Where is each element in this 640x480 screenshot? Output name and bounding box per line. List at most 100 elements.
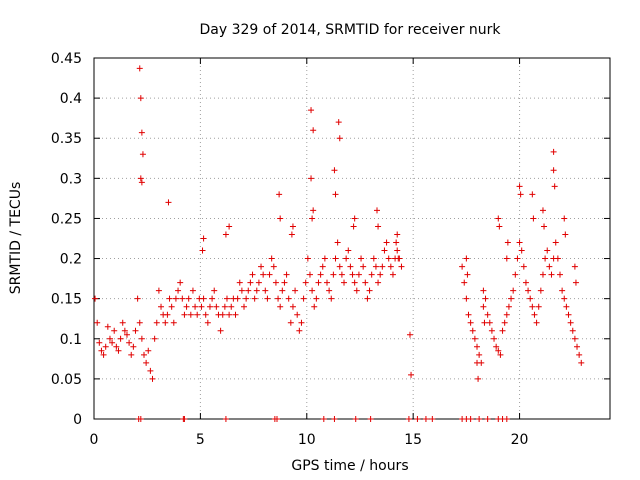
data-point (516, 183, 523, 190)
data-point (571, 263, 578, 270)
data-point (467, 319, 474, 326)
data-point (137, 416, 144, 422)
data-point (113, 343, 120, 350)
data-point (486, 319, 493, 326)
data-point (277, 215, 284, 222)
data-point (516, 239, 523, 246)
data-point (104, 323, 111, 330)
data-point (542, 255, 549, 262)
data-point (395, 255, 402, 262)
data-point (138, 179, 145, 186)
y-tick-label: 0.15 (51, 292, 82, 308)
data-point (228, 303, 235, 310)
data-point (109, 339, 116, 346)
data-point (565, 311, 572, 318)
data-point (552, 239, 559, 246)
data-point (130, 343, 137, 350)
data-point (134, 295, 141, 302)
data-point (499, 327, 506, 334)
data-point (308, 107, 315, 114)
data-point (199, 247, 206, 254)
data-point (192, 303, 199, 310)
data-point (408, 371, 415, 378)
data-point (330, 271, 337, 278)
data-point (422, 416, 429, 422)
data-point (213, 303, 220, 310)
data-point (347, 263, 354, 270)
data-point (181, 311, 188, 318)
data-point (562, 231, 569, 238)
data-point (364, 295, 371, 302)
x-axis-label: GPS time / hours (291, 458, 408, 474)
data-point (533, 319, 540, 326)
data-point (475, 375, 482, 382)
data-point (567, 319, 574, 326)
data-point (335, 119, 342, 126)
data-point (266, 271, 273, 278)
data-point (187, 311, 194, 318)
data-point (512, 271, 519, 278)
data-point (398, 263, 405, 270)
data-point (389, 271, 396, 278)
data-point (394, 247, 401, 254)
y-tick-label: 0.35 (51, 131, 82, 147)
data-point (559, 287, 566, 294)
data-point (539, 271, 546, 278)
axis-ticks (93, 57, 610, 420)
data-point (117, 335, 124, 342)
data-point (202, 311, 209, 318)
data-point (302, 279, 309, 286)
data-point (360, 263, 367, 270)
data-point (200, 235, 207, 242)
data-point (320, 416, 327, 422)
data-point (556, 271, 563, 278)
data-point (309, 287, 316, 294)
data-point (551, 183, 558, 190)
data-point (508, 295, 515, 302)
data-point (535, 303, 542, 310)
data-point (529, 191, 536, 198)
data-point (548, 271, 555, 278)
data-point (177, 279, 184, 286)
data-point (245, 287, 252, 294)
data-point (281, 279, 288, 286)
data-point (341, 279, 348, 286)
data-point (268, 255, 275, 262)
data-point (206, 303, 213, 310)
data-point (561, 215, 568, 222)
data-point (481, 319, 488, 326)
data-point (480, 303, 487, 310)
data-point (264, 295, 271, 302)
data-point (106, 335, 113, 342)
data-point (383, 239, 390, 246)
x-tick-label: 0 (90, 432, 99, 448)
data-point (351, 279, 358, 286)
data-point (219, 311, 226, 318)
data-point (503, 416, 510, 422)
y-tick-label: 0.45 (51, 51, 82, 67)
data-point (158, 303, 165, 310)
data-point (465, 311, 472, 318)
data-point (222, 231, 229, 238)
data-point (164, 311, 171, 318)
data-point (554, 255, 561, 262)
data-point (139, 151, 146, 158)
data-point (310, 207, 317, 214)
data-point (497, 351, 504, 358)
data-point (217, 327, 224, 334)
data-point (518, 247, 525, 254)
data-point (406, 331, 413, 338)
data-point (493, 343, 500, 350)
chart-title: Day 329 of 2014, SRMTID for receiver nur… (199, 22, 501, 38)
y-axis-label: SRMTID / TECUs (8, 182, 24, 295)
data-point (527, 295, 534, 302)
data-point (92, 295, 99, 302)
data-point (531, 311, 538, 318)
data-point (147, 367, 154, 374)
data-point (289, 223, 296, 230)
data-point (181, 416, 188, 422)
data-point (393, 239, 400, 246)
data-point (165, 199, 172, 206)
data-point (484, 311, 491, 318)
data-point (209, 295, 216, 302)
